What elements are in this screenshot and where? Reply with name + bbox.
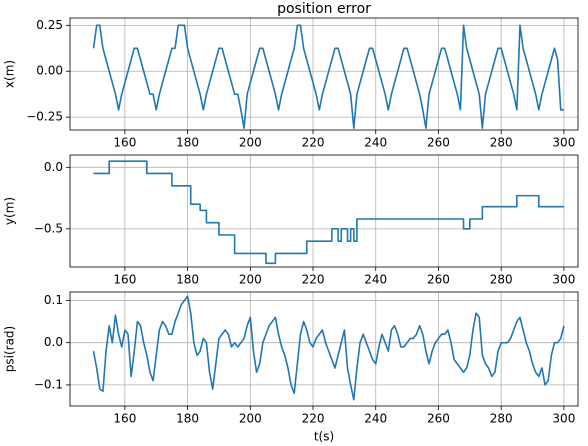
x-tick-label: 300 (552, 273, 575, 287)
y-tick-label: 0.1 (44, 293, 63, 307)
x-tick-label: 260 (427, 273, 450, 287)
x-tick-label: 220 (302, 412, 325, 426)
x-tick-label: 180 (176, 273, 199, 287)
x-tick-label: 240 (364, 273, 387, 287)
x-tick-label: 200 (239, 412, 262, 426)
y-tick-label: −0.1 (34, 377, 63, 391)
x-axis-label: t(s) (314, 430, 334, 444)
x-tick-label: 200 (239, 273, 262, 287)
x-tick-label: 260 (427, 136, 450, 150)
y-tick-label: 0.25 (36, 18, 63, 32)
x-tick-label: 160 (113, 136, 136, 150)
x-tick-label: 280 (490, 412, 513, 426)
x-tick-label: 220 (302, 273, 325, 287)
x-tick-label: 160 (113, 273, 136, 287)
data-line (92, 295, 565, 401)
x-tick-label: 300 (552, 136, 575, 150)
x-tick-label: 300 (552, 412, 575, 426)
y-tick-label: 0.0 (44, 335, 63, 349)
x-tick-label: 220 (302, 136, 325, 150)
chart-title: position error (277, 1, 371, 17)
data-line (92, 24, 564, 129)
x-tick-label: 260 (427, 412, 450, 426)
axes-frame (69, 291, 579, 407)
y-tick-label: 0.00 (36, 64, 63, 78)
x-tick-label: 240 (364, 136, 387, 150)
y-tick-label: 0.0 (44, 160, 63, 174)
x-tick-label: 180 (176, 412, 199, 426)
x-tick-label: 240 (364, 412, 387, 426)
x-tick-label: 280 (490, 136, 513, 150)
x-tick-label: 160 (113, 412, 136, 426)
y-axis-label: psi(rad) (3, 326, 17, 372)
y-tick-label: −0.5 (34, 221, 63, 235)
x-tick-label: 280 (490, 273, 513, 287)
x-tick-label: 180 (176, 136, 199, 150)
axes-frame (69, 154, 579, 268)
y-tick-label: −0.25 (26, 110, 63, 124)
data-line (93, 160, 564, 265)
axes-frame (69, 17, 579, 131)
y-axis-label: y(m) (3, 197, 17, 225)
y-axis-label: x(m) (3, 60, 17, 88)
x-tick-label: 200 (239, 136, 262, 150)
